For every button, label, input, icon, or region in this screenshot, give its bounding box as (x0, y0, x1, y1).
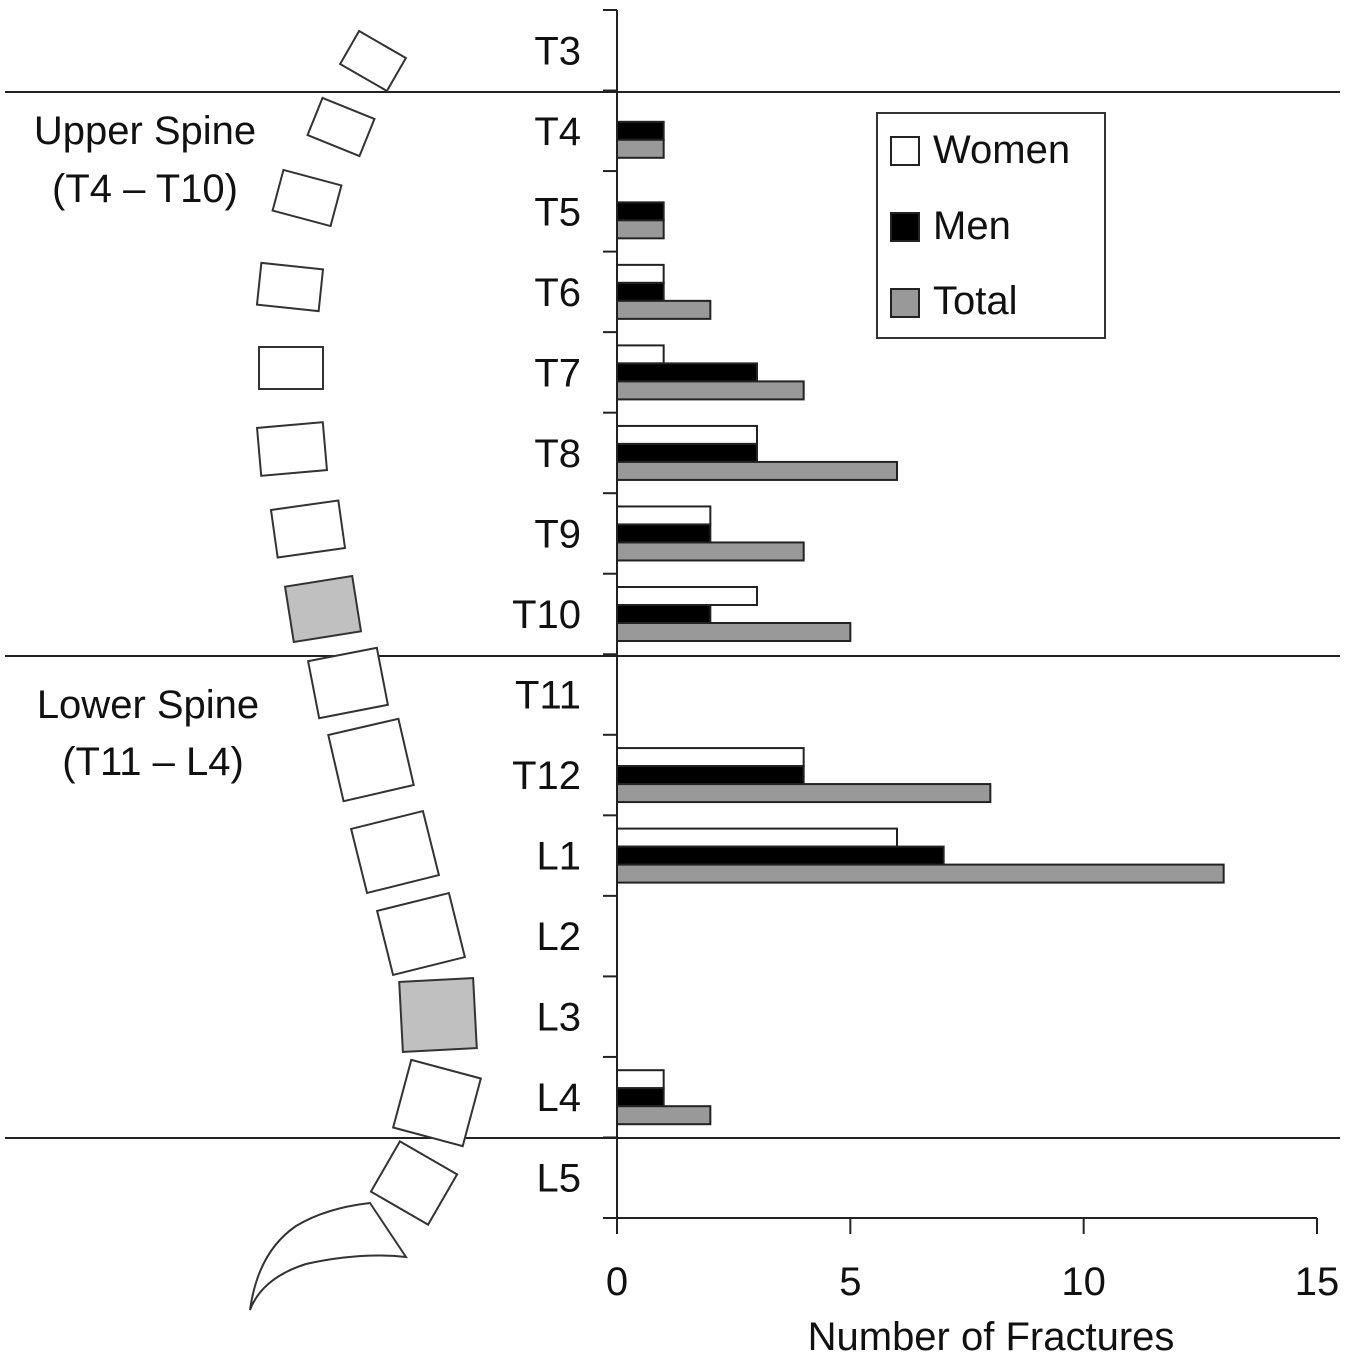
y-axis-ticks (603, 9, 617, 1219)
vertebra-T12 (327, 717, 415, 803)
vertebra-T11 (306, 646, 390, 720)
category-label-T8: T8 (534, 432, 581, 476)
bar-men-T10 (616, 604, 712, 624)
vertebra-T3 (338, 29, 408, 93)
vertebra-L3 (398, 977, 478, 1053)
legend-swatch-total (890, 288, 920, 318)
bar-total-T7 (616, 380, 805, 401)
bar-men-T12 (616, 765, 805, 786)
bar-total-T9 (616, 541, 805, 562)
bar-men-T7 (616, 362, 758, 383)
legend-swatch-men (890, 212, 920, 242)
legend: Women Men Total (876, 112, 1106, 339)
bar-women-T6 (616, 263, 665, 284)
vertebra-T4 (306, 96, 376, 158)
category-label-T10: T10 (512, 593, 581, 637)
vertebra-T5 (271, 168, 343, 228)
vertebra-T9 (269, 499, 347, 559)
category-label-L2: L2 (537, 915, 582, 959)
category-labels: T3 T4 T5 T6 T7 T8 T9 T10 T11 T12 L1 L2 L3 L4 L5 (512, 29, 581, 1200)
lower-spine-range-label: (T11 – L4) (62, 740, 244, 784)
bar-total-T4 (616, 138, 665, 159)
vertebra-L1 (349, 809, 441, 895)
bar-men-T9 (616, 523, 712, 544)
bar-men-T6 (616, 281, 665, 302)
x-tick-label: 5 (839, 1260, 861, 1304)
x-axis-title: Number of Fractures (808, 1315, 1175, 1359)
legend-label-men: Men (933, 204, 1011, 248)
bar-men-T8 (616, 442, 758, 463)
bar-total-T8 (616, 460, 898, 481)
bar-women-T10 (616, 586, 758, 606)
bar-total-T12 (616, 783, 992, 804)
sacrum-outline (249, 1201, 409, 1311)
category-label-L3: L3 (537, 996, 582, 1040)
vertebra-L5 (369, 1140, 459, 1226)
upper-spine-label: Upper Spine (34, 109, 256, 153)
bar-total-T6 (616, 299, 712, 320)
x-tick-label: 15 (1295, 1260, 1340, 1304)
legend-label-women: Women (933, 128, 1070, 172)
category-label-T7: T7 (534, 351, 581, 395)
category-label-L1: L1 (537, 835, 582, 879)
bar-women-T8 (616, 424, 758, 445)
vertebra-T8 (255, 421, 329, 477)
lower-spine-label: Lower Spine (37, 683, 259, 727)
category-label-L5: L5 (537, 1157, 582, 1201)
vertebra-T7 (258, 346, 324, 390)
bar-total-L1 (616, 863, 1225, 884)
legend-swatch-women (890, 136, 920, 166)
bar-women-T7 (616, 344, 665, 365)
category-label-T9: T9 (534, 512, 581, 556)
bar-women-L1 (616, 827, 898, 848)
bar-women-T9 (616, 505, 712, 526)
x-axis-ticks: 0 5 10 15 (606, 1218, 1339, 1304)
category-label-T3: T3 (534, 29, 581, 73)
vertebra-T6 (255, 261, 325, 313)
legend-label-total: Total (933, 279, 1018, 323)
category-label-T11: T11 (515, 674, 581, 718)
category-label-L4: L4 (537, 1076, 582, 1120)
spine-illustration (249, 29, 483, 1311)
bar-total-L4 (616, 1105, 712, 1126)
vertebra-L2 (375, 891, 467, 977)
bars (616, 120, 1225, 1126)
bar-men-T4 (616, 120, 665, 141)
vertebra-T10 (283, 574, 363, 644)
category-label-T6: T6 (534, 271, 581, 315)
category-label-T12: T12 (512, 754, 581, 798)
bar-women-L4 (616, 1069, 665, 1090)
x-tick-label: 0 (606, 1260, 628, 1304)
bar-men-T5 (616, 201, 665, 222)
category-label-T5: T5 (534, 190, 581, 234)
x-tick-label: 10 (1061, 1260, 1106, 1304)
bar-women-T12 (616, 747, 805, 768)
vertebra-L4 (391, 1058, 483, 1148)
bar-men-L1 (616, 845, 945, 866)
bar-men-L4 (616, 1087, 665, 1108)
upper-spine-range-label: (T4 – T10) (52, 167, 238, 211)
bar-total-T5 (616, 219, 665, 240)
bar-total-T10 (616, 622, 852, 642)
category-label-T4: T4 (534, 110, 581, 154)
